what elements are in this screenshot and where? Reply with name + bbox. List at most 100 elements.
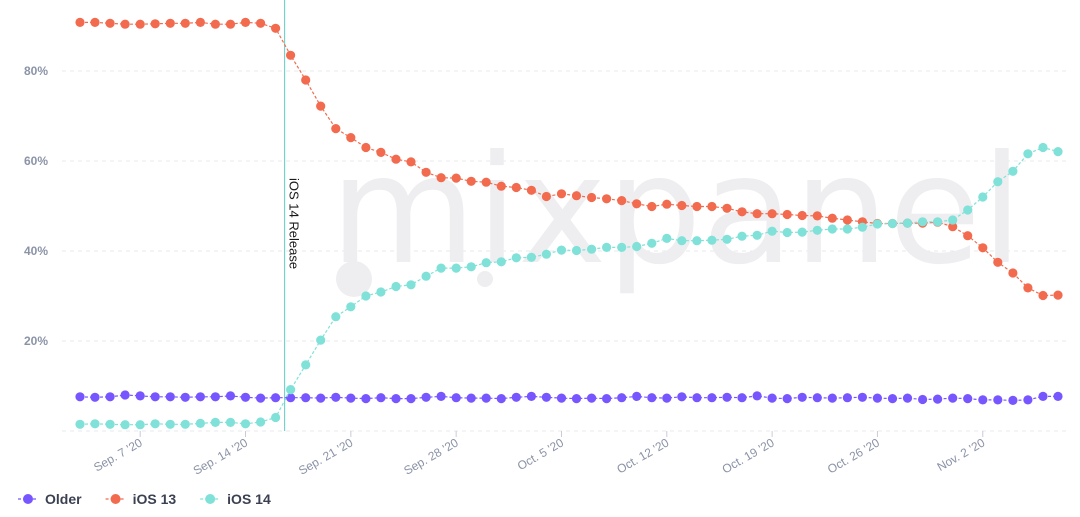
- data-point[interactable]: [1038, 290, 1048, 301]
- data-point[interactable]: [827, 393, 837, 403]
- data-point[interactable]: [647, 238, 657, 248]
- data-point[interactable]: [511, 253, 521, 263]
- data-point[interactable]: [752, 391, 762, 401]
- data-point[interactable]: [677, 392, 687, 402]
- data-point[interactable]: [918, 394, 928, 405]
- data-point[interactable]: [135, 391, 145, 401]
- data-point[interactable]: [150, 392, 160, 402]
- data-point[interactable]: [406, 157, 416, 167]
- data-point[interactable]: [481, 258, 491, 268]
- data-point[interactable]: [105, 392, 115, 402]
- data-point[interactable]: [301, 75, 311, 85]
- data-point[interactable]: [451, 393, 461, 403]
- data-point[interactable]: [617, 196, 627, 206]
- data-point[interactable]: [872, 219, 883, 229]
- data-point[interactable]: [933, 394, 943, 404]
- data-point[interactable]: [632, 241, 642, 252]
- data-point[interactable]: [587, 244, 597, 254]
- data-point[interactable]: [707, 201, 717, 212]
- data-point[interactable]: [677, 236, 687, 246]
- data-point[interactable]: [602, 194, 612, 204]
- data-point[interactable]: [301, 393, 311, 403]
- data-point[interactable]: [812, 393, 822, 403]
- data-point[interactable]: [346, 393, 356, 403]
- data-point[interactable]: [617, 242, 627, 252]
- data-point[interactable]: [993, 177, 1003, 187]
- data-point[interactable]: [406, 394, 416, 404]
- data-point[interactable]: [180, 419, 190, 429]
- data-point[interactable]: [75, 17, 85, 27]
- data-point[interactable]: [571, 394, 582, 404]
- data-point[interactable]: [150, 419, 160, 429]
- data-point[interactable]: [752, 230, 762, 240]
- data-point[interactable]: [75, 419, 85, 429]
- data-point[interactable]: [571, 245, 582, 256]
- data-point[interactable]: [782, 394, 792, 404]
- data-point[interactable]: [105, 419, 115, 429]
- data-point[interactable]: [541, 191, 552, 202]
- data-point[interactable]: [1038, 142, 1048, 153]
- data-point[interactable]: [647, 393, 657, 403]
- data-point[interactable]: [587, 192, 597, 203]
- data-point[interactable]: [587, 393, 597, 403]
- data-point[interactable]: [571, 191, 582, 201]
- data-point[interactable]: [797, 210, 807, 221]
- legend-item-ios-14[interactable]: iOS 14: [200, 491, 271, 507]
- data-point[interactable]: [240, 392, 251, 402]
- data-point[interactable]: [1008, 395, 1018, 405]
- data-point[interactable]: [406, 280, 416, 290]
- data-point[interactable]: [331, 312, 341, 322]
- data-point[interactable]: [541, 392, 552, 402]
- data-point[interactable]: [918, 217, 928, 227]
- data-point[interactable]: [240, 419, 251, 429]
- data-point[interactable]: [963, 231, 973, 241]
- data-point[interactable]: [361, 291, 371, 301]
- data-point[interactable]: [511, 392, 521, 402]
- data-point[interactable]: [376, 287, 386, 297]
- data-point[interactable]: [1053, 147, 1063, 157]
- data-point[interactable]: [120, 390, 130, 400]
- data-point[interactable]: [1053, 391, 1063, 401]
- data-point[interactable]: [933, 217, 943, 227]
- data-point[interactable]: [1008, 268, 1018, 278]
- data-point[interactable]: [286, 393, 296, 403]
- data-point[interactable]: [421, 271, 431, 281]
- data-point[interactable]: [556, 393, 567, 403]
- data-point[interactable]: [812, 211, 822, 221]
- data-point[interactable]: [75, 392, 85, 402]
- data-point[interactable]: [1023, 395, 1033, 405]
- data-point[interactable]: [256, 393, 266, 403]
- data-point[interactable]: [466, 176, 476, 186]
- data-point[interactable]: [602, 394, 612, 404]
- data-point[interactable]: [602, 242, 612, 252]
- data-point[interactable]: [707, 235, 717, 245]
- data-point[interactable]: [496, 257, 506, 267]
- data-point[interactable]: [346, 133, 356, 143]
- data-point[interactable]: [722, 203, 732, 213]
- data-point[interactable]: [541, 249, 552, 259]
- data-point[interactable]: [556, 189, 567, 199]
- data-point[interactable]: [436, 263, 446, 273]
- data-point[interactable]: [195, 392, 205, 402]
- data-point[interactable]: [782, 209, 792, 220]
- data-point[interactable]: [737, 231, 747, 241]
- data-point[interactable]: [316, 393, 326, 403]
- data-point[interactable]: [902, 393, 913, 403]
- data-point[interactable]: [316, 101, 326, 111]
- data-point[interactable]: [662, 393, 672, 403]
- data-point[interactable]: [120, 19, 130, 29]
- data-point[interactable]: [391, 394, 401, 404]
- data-point[interactable]: [135, 420, 145, 430]
- data-point[interactable]: [993, 257, 1003, 267]
- data-point[interactable]: [692, 393, 702, 403]
- data-point[interactable]: [466, 393, 476, 403]
- data-point[interactable]: [887, 218, 898, 229]
- data-point[interactable]: [963, 205, 973, 215]
- data-point[interactable]: [526, 391, 537, 401]
- data-point[interactable]: [752, 209, 762, 219]
- data-point[interactable]: [887, 394, 898, 404]
- data-point[interactable]: [436, 391, 446, 401]
- data-point[interactable]: [948, 393, 958, 403]
- data-point[interactable]: [421, 167, 431, 177]
- data-point[interactable]: [331, 124, 341, 134]
